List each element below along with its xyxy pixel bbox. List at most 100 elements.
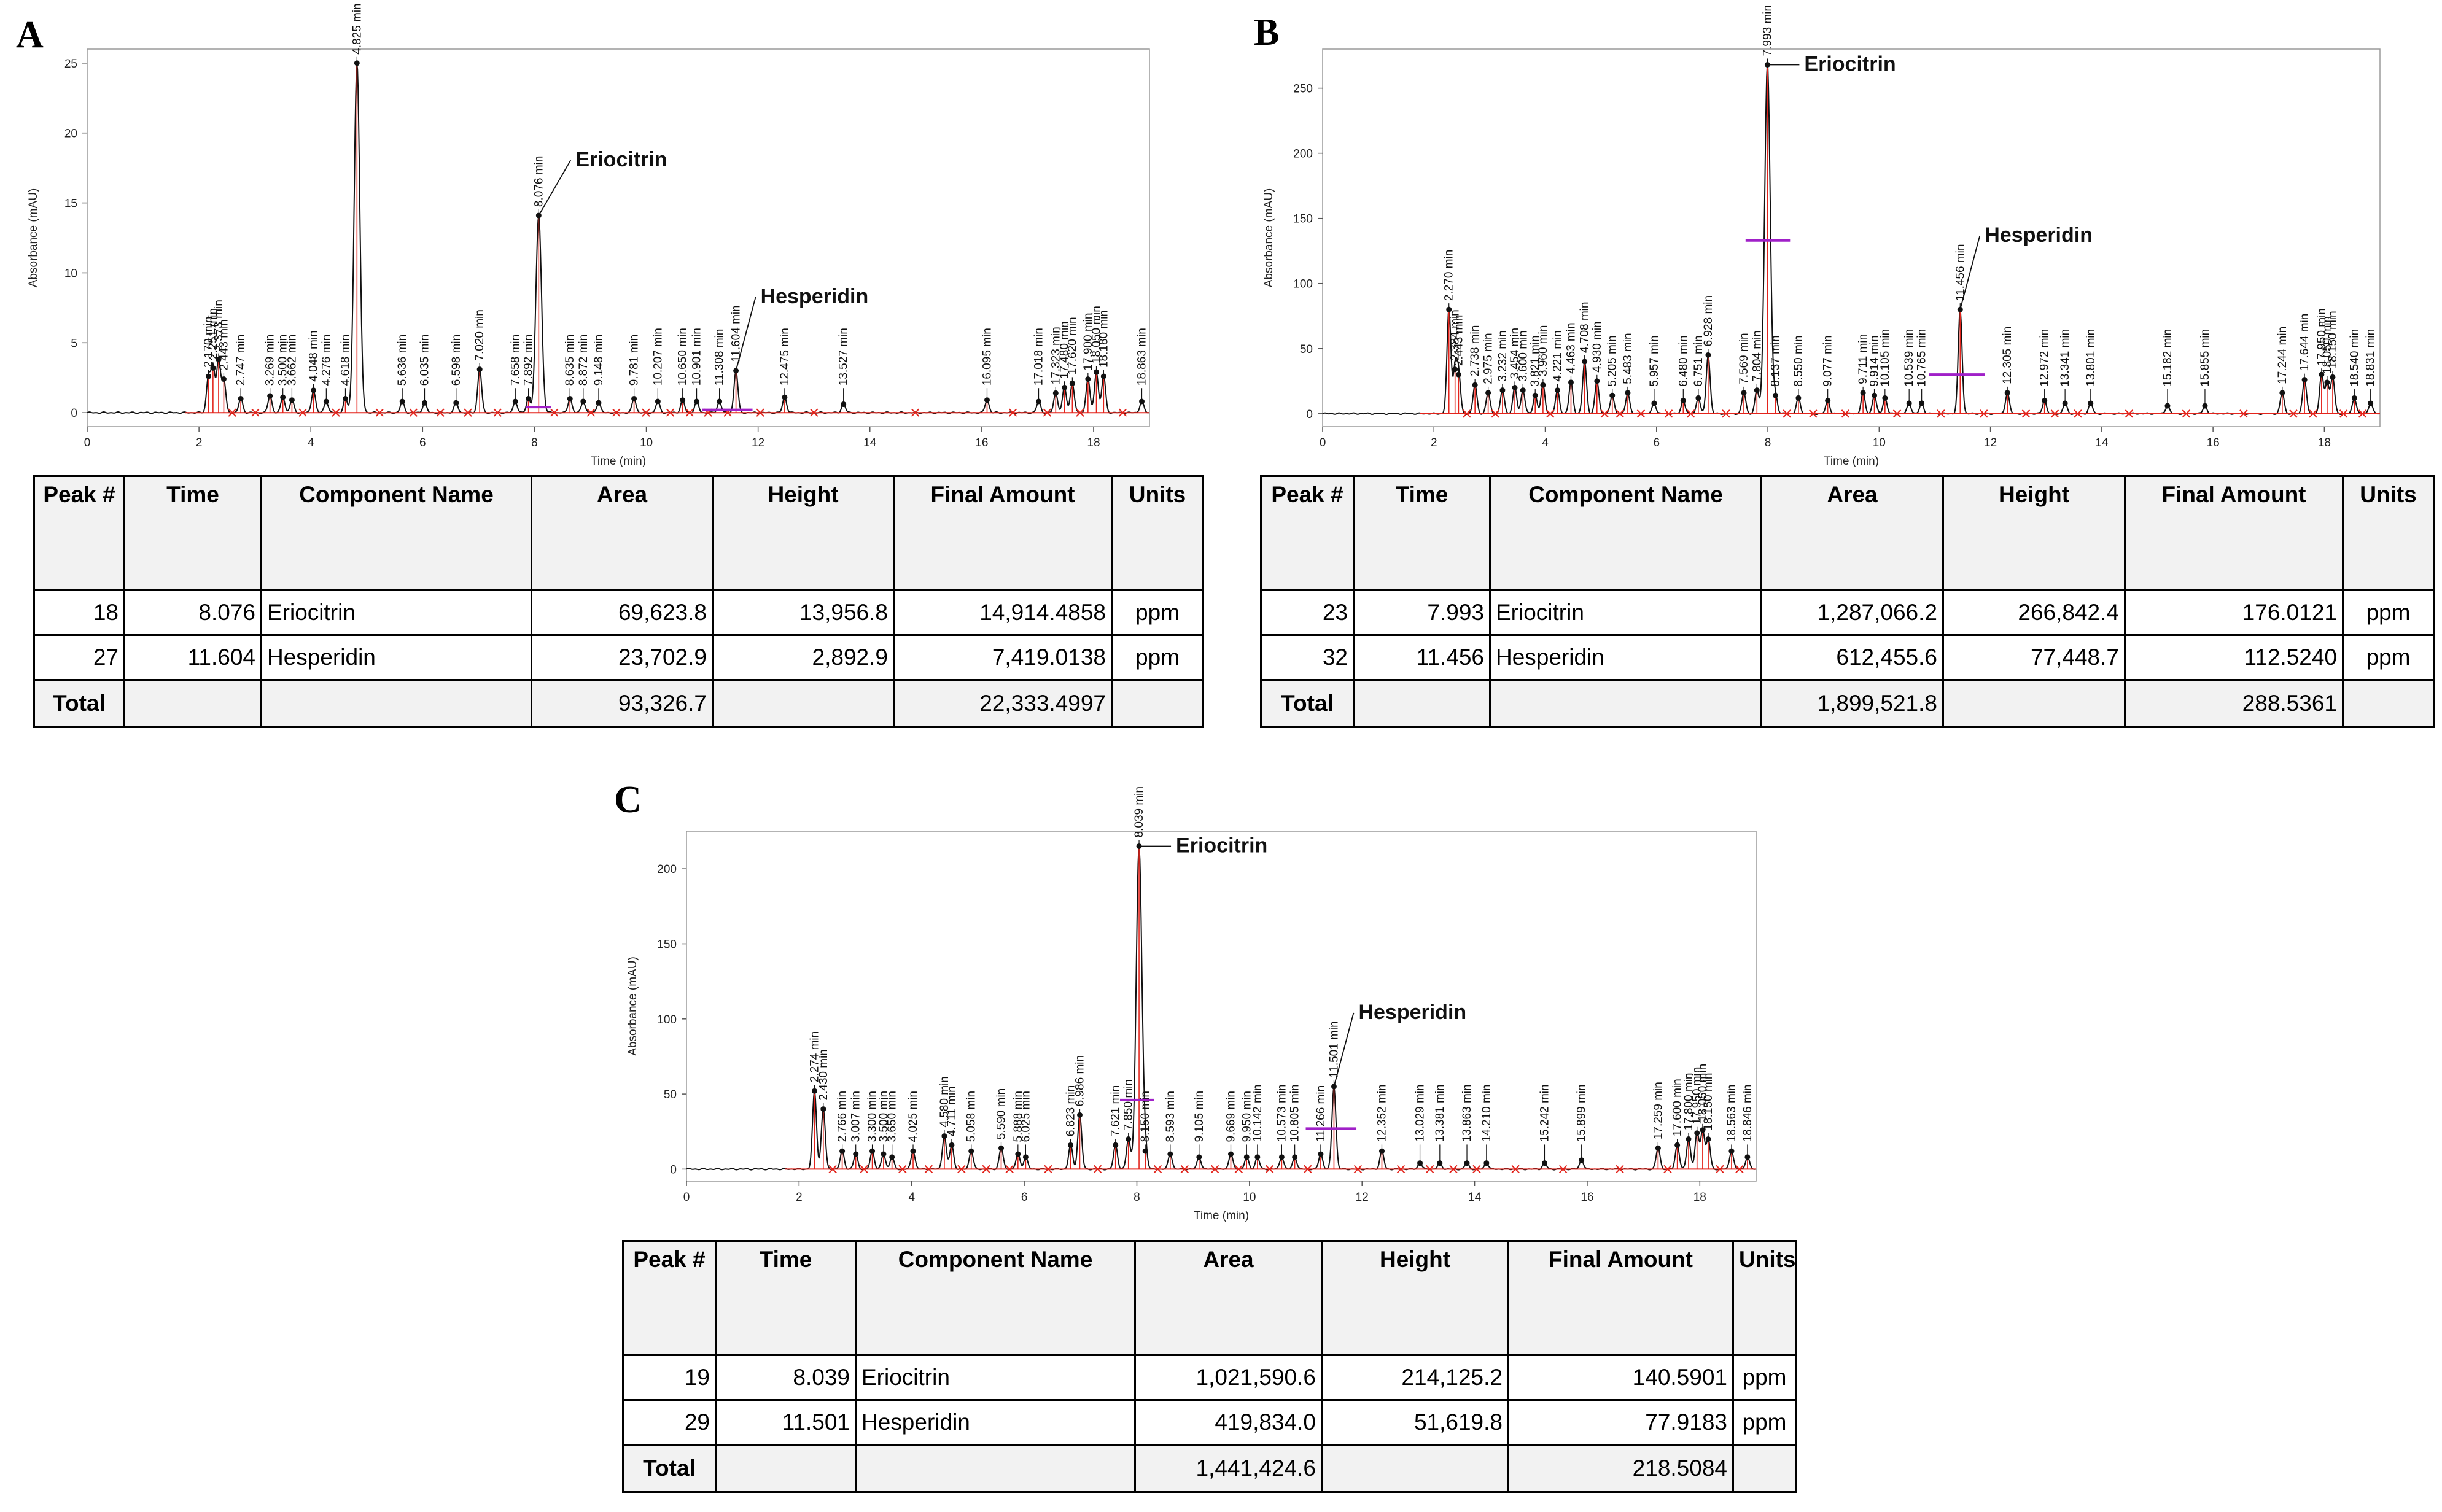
cell-units: ppm: [1732, 1354, 1797, 1401]
header-final-amount: Final Amount: [2124, 475, 2344, 591]
peak-retention-label: 2.373 min: [212, 300, 225, 351]
peak-retention-label: 3.960 min: [1537, 325, 1550, 376]
peak-retention-label: 5.058 min: [965, 1091, 978, 1142]
peak-retention-label: 3.500 min: [277, 335, 290, 386]
peak-retention-label: 5.590 min: [995, 1088, 1008, 1139]
cell-units: ppm: [1111, 589, 1204, 636]
baseline-x-stroke: [1449, 1165, 1458, 1174]
cell-units: ppm: [2342, 634, 2435, 681]
baseline-x-stroke: [860, 1165, 868, 1174]
peak-retention-label: 8.039 min: [1133, 786, 1146, 837]
baseline-x-marker: [464, 408, 472, 417]
peak-apex: [910, 1148, 916, 1154]
panel-letter-a: A: [16, 14, 44, 56]
baseline-x-marker: [2339, 409, 2348, 418]
chromatogram-c: 0 2 4 6 8 10 12 14 16 18 0 50 100 150 200 Time (min) Abs…: [626, 786, 1757, 1222]
peak-retention-label: 4.708 min: [1579, 302, 1592, 353]
peak-apex: [1331, 1084, 1337, 1090]
cell-total-area: 1,441,424.6: [1134, 1444, 1323, 1493]
baseline-x-stroke: [1663, 1165, 1672, 1174]
y-tick-label: 50: [1300, 343, 1313, 356]
panel-letter-c: C: [614, 779, 642, 821]
baseline-x-stroke: [375, 408, 384, 417]
baseline-x-stroke: [1892, 409, 1902, 418]
baseline-x-marker: [1005, 1165, 1014, 1174]
baseline-x-stroke: [1234, 1165, 1243, 1174]
peak-retention-label: 6.823 min: [1065, 1085, 1078, 1136]
cell-peak: 18: [33, 589, 125, 636]
peak-retention-label: 17.950 min: [2316, 308, 2328, 366]
header-height: Height: [1942, 475, 2126, 591]
baseline-x-marker: [1546, 409, 1555, 418]
annotation-leader: [1333, 1012, 1355, 1087]
y-tick-label: 250: [1293, 83, 1313, 96]
peak-retention-label: 13.029 min: [1414, 1084, 1427, 1142]
x-axis-label: Time (min): [1824, 455, 1879, 468]
peak-retention-label: 16.095 min: [981, 328, 994, 386]
peak-retention-label: 3.662 min: [286, 335, 298, 386]
x-tick-label: 4: [908, 1191, 915, 1204]
x-tick-label: 12: [752, 436, 764, 449]
peak-retention-label: 8.593 min: [1164, 1091, 1177, 1142]
baseline-x-marker: [2289, 409, 2298, 418]
peak-retention-label: 13.341 min: [2059, 329, 2072, 387]
baseline-x-marker: [2021, 409, 2031, 418]
cell-time: 11.501: [715, 1399, 857, 1446]
cell-total-area: 1,899,521.8: [1760, 679, 1944, 728]
table-row: 19 8.039 Eriocitrin 1,021,590.6 214,125.…: [622, 1354, 1797, 1401]
baseline-x-stroke: [1636, 409, 1646, 418]
peak-retention-label: 8.635 min: [564, 335, 577, 386]
baseline-x-marker: [756, 408, 764, 417]
baseline-x-marker: [860, 1165, 868, 1174]
baseline-x-stroke: [911, 408, 920, 417]
baseline-x-stroke: [1396, 1165, 1406, 1174]
x-tick-label: 4: [1542, 436, 1549, 449]
y-tick-label: 15: [64, 198, 77, 211]
table-total-row: Total 1,899,521.8 288.5361: [1260, 679, 2435, 728]
baseline-x-marker: [1663, 1165, 1672, 1174]
header-time: Time: [715, 1240, 857, 1356]
cell-empty: [1732, 1444, 1797, 1493]
peak-apex: [1378, 1148, 1385, 1154]
baseline-x-marker: [1180, 1165, 1189, 1174]
peak-apex: [1068, 1142, 1074, 1148]
cell-height: 77,448.7: [1942, 634, 2126, 681]
peak-apex: [1113, 1142, 1119, 1148]
baseline-x-marker: [586, 408, 596, 417]
baseline-x-stroke: [1044, 1165, 1052, 1174]
integration-markers: [526, 406, 753, 411]
peak-apex: [1142, 1148, 1148, 1154]
peak-retention-label: 7.804 min: [1751, 330, 1763, 381]
baseline-x-marker: [1686, 409, 1695, 418]
results-table-a: Peak # Time Component Name Area Height F…: [33, 475, 1204, 728]
baseline-x-marker: [685, 408, 694, 417]
x-tick-label: 18: [1693, 1191, 1706, 1204]
x-tick-label: 0: [683, 1191, 690, 1204]
baseline-x-stroke: [1783, 409, 1791, 418]
x-axis-label: Time (min): [1194, 1209, 1249, 1222]
cell-empty: [123, 679, 262, 728]
table-row: 23 7.993 Eriocitrin 1,287,066.2 266,842.…: [1260, 589, 2435, 636]
peak-retention-label: 10.539 min: [1903, 329, 1916, 387]
baseline-markers: [228, 408, 1127, 417]
baseline-x-marker: [1043, 408, 1052, 417]
baseline-x-marker: [1353, 1165, 1363, 1174]
cell-units: ppm: [2342, 589, 2435, 636]
cell-empty: [1321, 1444, 1509, 1493]
baseline-x-marker: [1616, 409, 1625, 418]
baseline-x-marker: [911, 408, 920, 417]
header-area: Area: [1760, 475, 1944, 591]
cell-peak: 29: [622, 1399, 717, 1446]
cell-empty: [855, 1444, 1136, 1493]
cell-area: 419,834.0: [1134, 1399, 1323, 1446]
peak-retention-label: 7.621 min: [1110, 1085, 1122, 1136]
peak-retention-label: 2.747 min: [235, 335, 247, 386]
peak-retention-label: 12.475 min: [779, 328, 791, 386]
cell-area: 1,021,590.6: [1134, 1354, 1323, 1401]
y-tick-label: 200: [1293, 148, 1313, 161]
baseline-x-stroke: [924, 1165, 933, 1174]
peak-retention-label: 4.825 min: [351, 3, 364, 54]
baseline-x-marker: [828, 1165, 837, 1174]
baseline-x-marker: [1304, 1165, 1312, 1174]
peak-retention-label: 17.800 min: [1682, 1072, 1695, 1130]
